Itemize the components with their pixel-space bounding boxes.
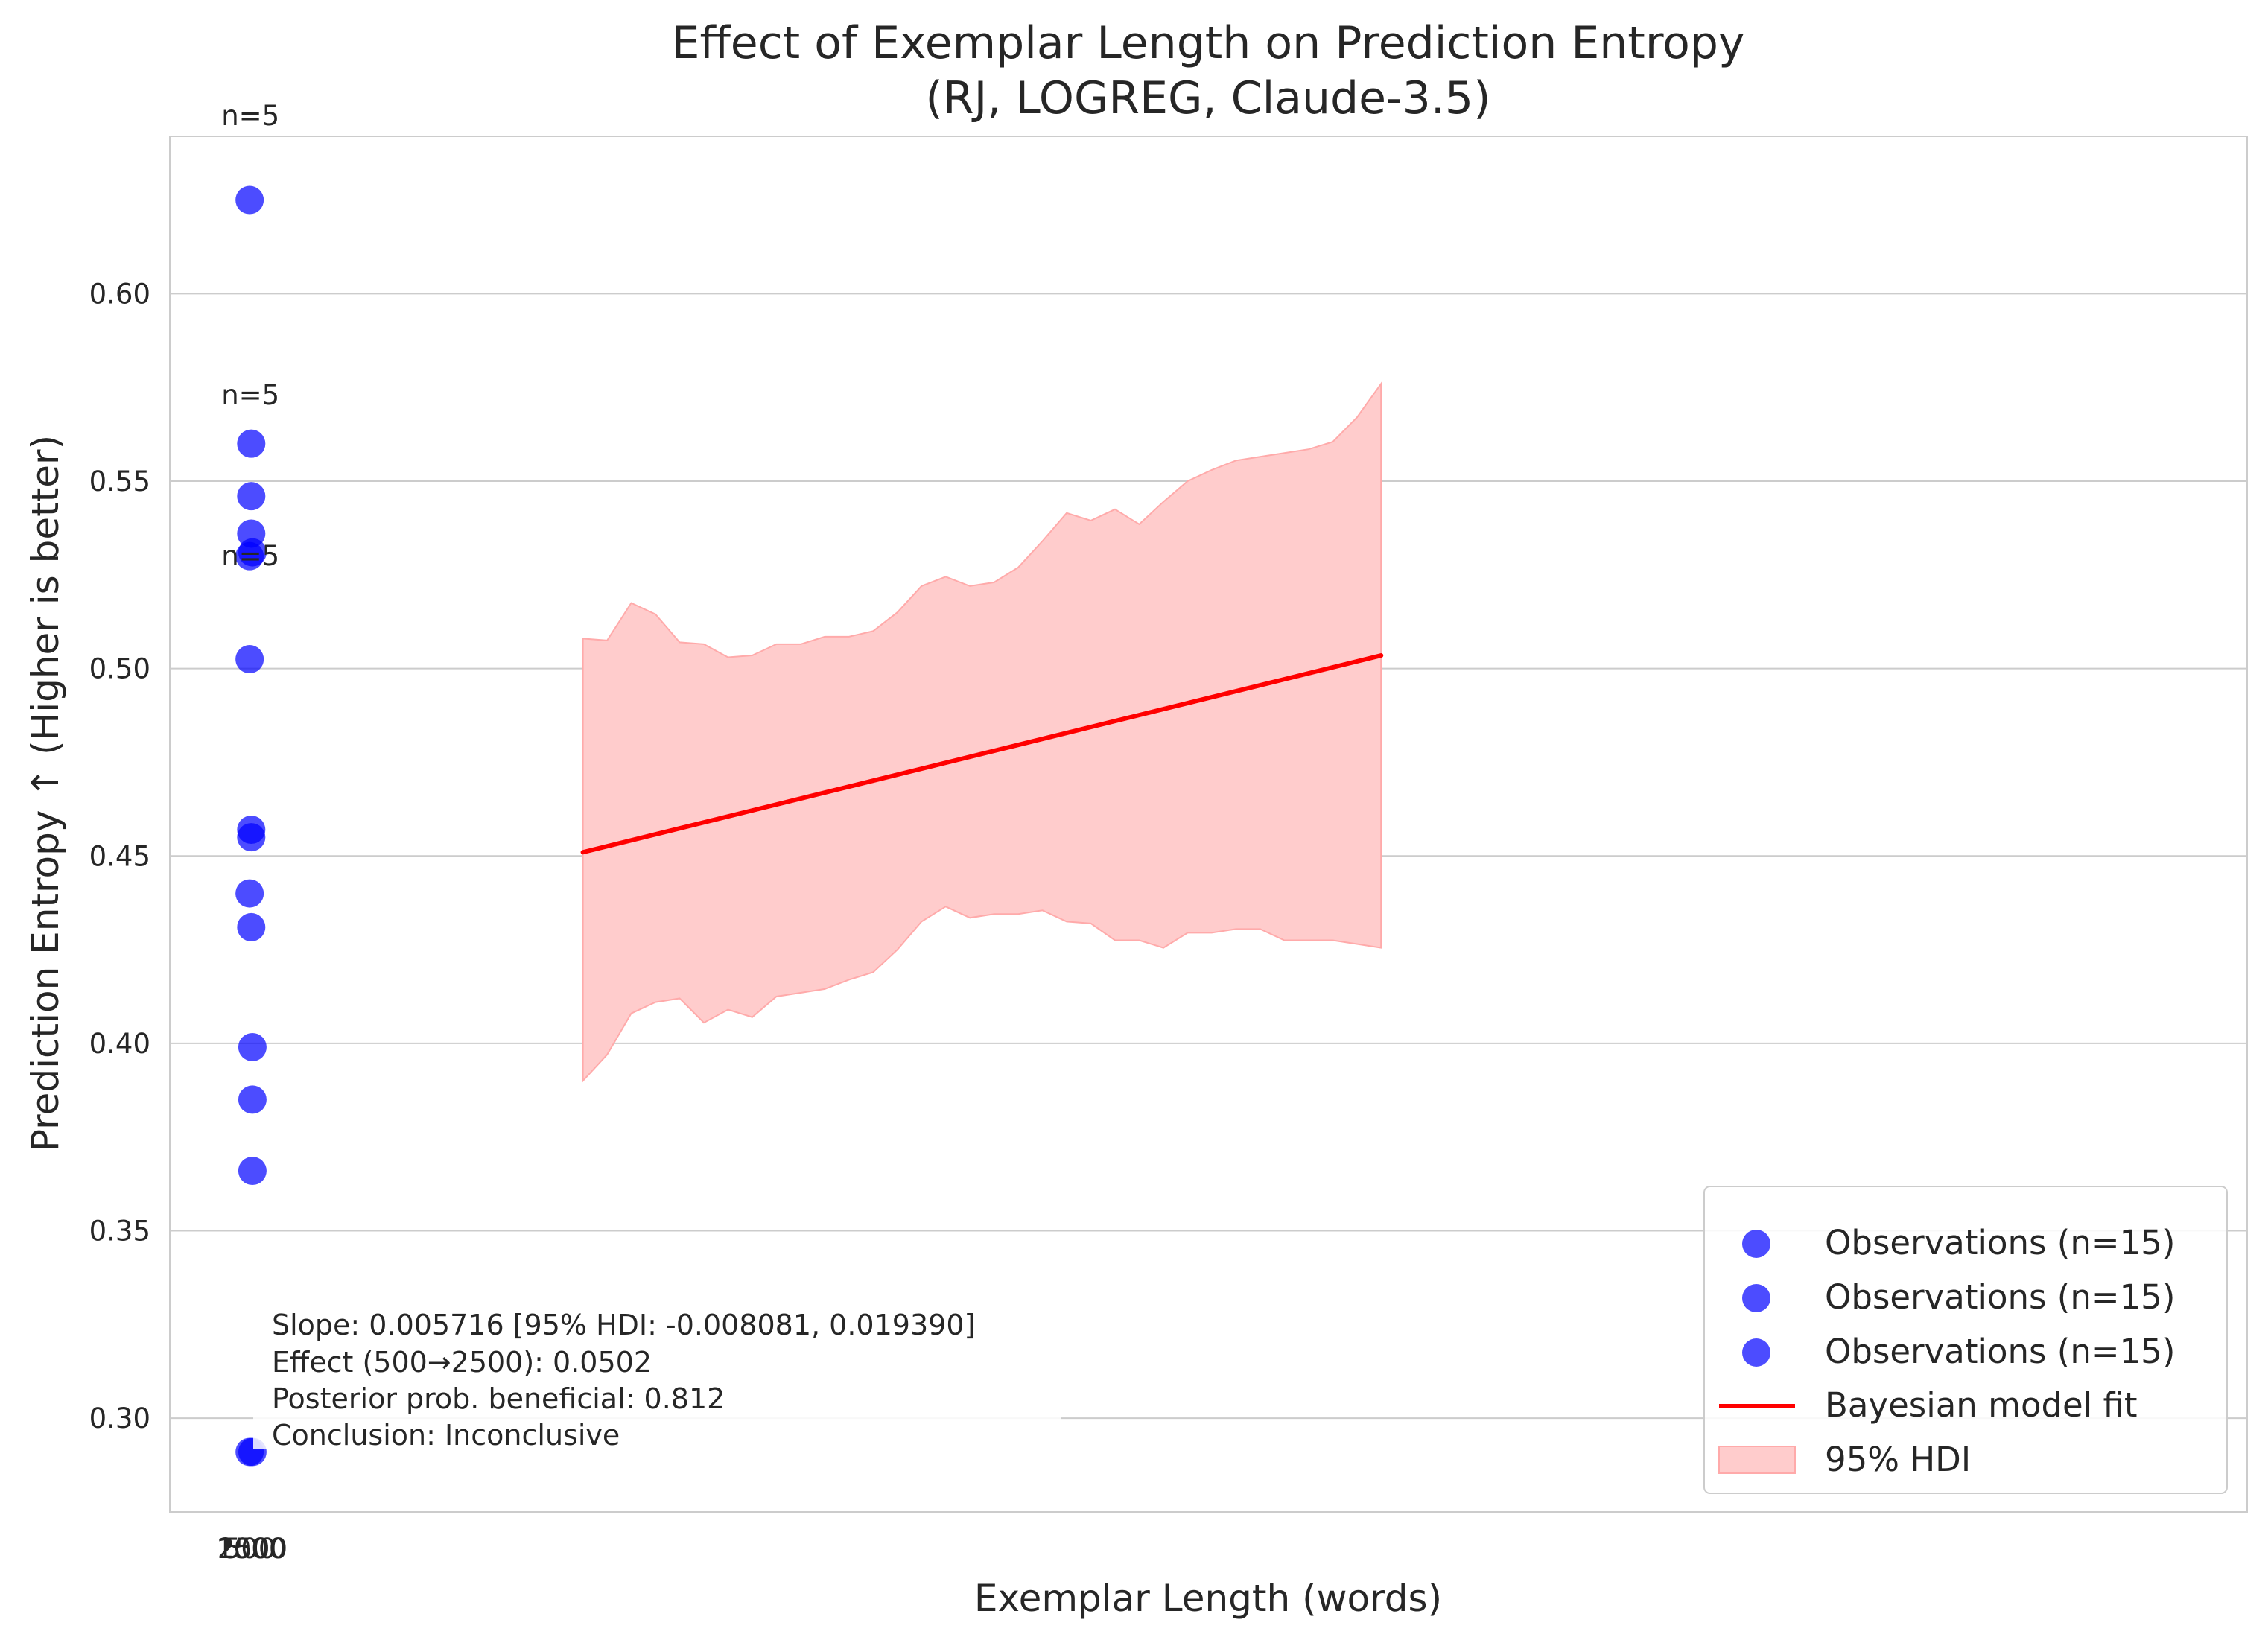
x-tick-label: 1000	[216, 1533, 286, 1565]
legend-label-observations-2: Observations (n=15)	[1825, 1277, 2175, 1317]
observation-point-series-1	[235, 879, 264, 908]
model-fit-line	[580, 653, 1384, 855]
x-tick-label: 2500	[217, 1533, 288, 1565]
y-tick-label: 0.55	[89, 465, 150, 498]
observation-point-series-2	[237, 482, 266, 511]
y-tick-label: 0.30	[89, 1402, 150, 1434]
model-fit	[580, 653, 1384, 855]
legend-label-observations-1: Observations (n=15)	[1825, 1223, 2175, 1262]
legend: Observations (n=15) Observations (n=15) …	[1703, 1186, 2228, 1494]
observation-point-series-3	[238, 1157, 267, 1186]
chart-title: Effect of Exemplar Length on Prediction …	[672, 17, 1745, 69]
observation-point-series-3	[238, 538, 267, 567]
observation-point-series-2	[237, 912, 266, 941]
y-tick-label: 0.35	[89, 1216, 150, 1248]
group-count-label: n=5	[221, 379, 279, 411]
y-axis-label: Prediction Entropy ↑ (Higher is better)	[24, 435, 67, 1151]
y-tick-label: 0.40	[89, 1028, 150, 1060]
stats-annotation: Slope: 0.005716 [95% HDI: -0.008081, 0.0…	[253, 1300, 1061, 1452]
group-count-label: n=5	[221, 100, 279, 132]
hdi-band	[582, 381, 1382, 1083]
group-count-label: n=5	[221, 540, 279, 572]
observation-point-series-1	[235, 645, 264, 674]
annotation-line-slope: Slope: 0.005716 [95% HDI: -0.008081, 0.0…	[272, 1309, 975, 1341]
legend-marker-observations-1	[1742, 1230, 1770, 1258]
annotation-line-posterior: Posterior prob. beneficial: 0.812	[272, 1382, 725, 1415]
annotation-box	[253, 1300, 1061, 1449]
observation-point-series-1	[235, 185, 264, 215]
hdi-area	[582, 381, 1382, 1083]
annotation-line-effect: Effect (500→2500): 0.0502	[272, 1346, 652, 1379]
observation-points	[235, 185, 267, 1467]
legend-marker-hdi	[1718, 1446, 1796, 1474]
legend-marker-observations-2	[1742, 1284, 1770, 1312]
observation-point-series-3	[238, 1085, 267, 1114]
legend-label-observations-3: Observations (n=15)	[1825, 1332, 2175, 1371]
legend-box	[1703, 1186, 2228, 1494]
x-axis-label: Exemplar Length (words)	[974, 1577, 1442, 1620]
annotation-line-conclusion: Conclusion: Inconclusive	[272, 1419, 620, 1452]
y-tick-labels: 0.30 0.35 0.40 0.45 0.50 0.55 0.60	[89, 278, 150, 1434]
legend-label-model-fit: Bayesian model fit	[1825, 1385, 2138, 1425]
legend-label-hdi: 95% HDI	[1825, 1440, 1971, 1479]
plot-frame	[169, 136, 2248, 1513]
group-labels: n=5 n=5 n=5	[221, 100, 279, 572]
y-tick-label: 0.60	[89, 278, 150, 310]
observation-point-series-2	[237, 429, 266, 458]
legend-marker-observations-3	[1742, 1338, 1770, 1367]
observation-point-series-2	[237, 823, 266, 852]
observation-point-series-3	[238, 1032, 267, 1061]
x-tick-label: 500	[223, 1533, 276, 1565]
chart-subtitle: (RJ, LOGREG, Claude-3.5)	[925, 72, 1490, 124]
y-tick-label: 0.50	[89, 653, 150, 685]
y-tick-label: 0.45	[89, 840, 150, 872]
